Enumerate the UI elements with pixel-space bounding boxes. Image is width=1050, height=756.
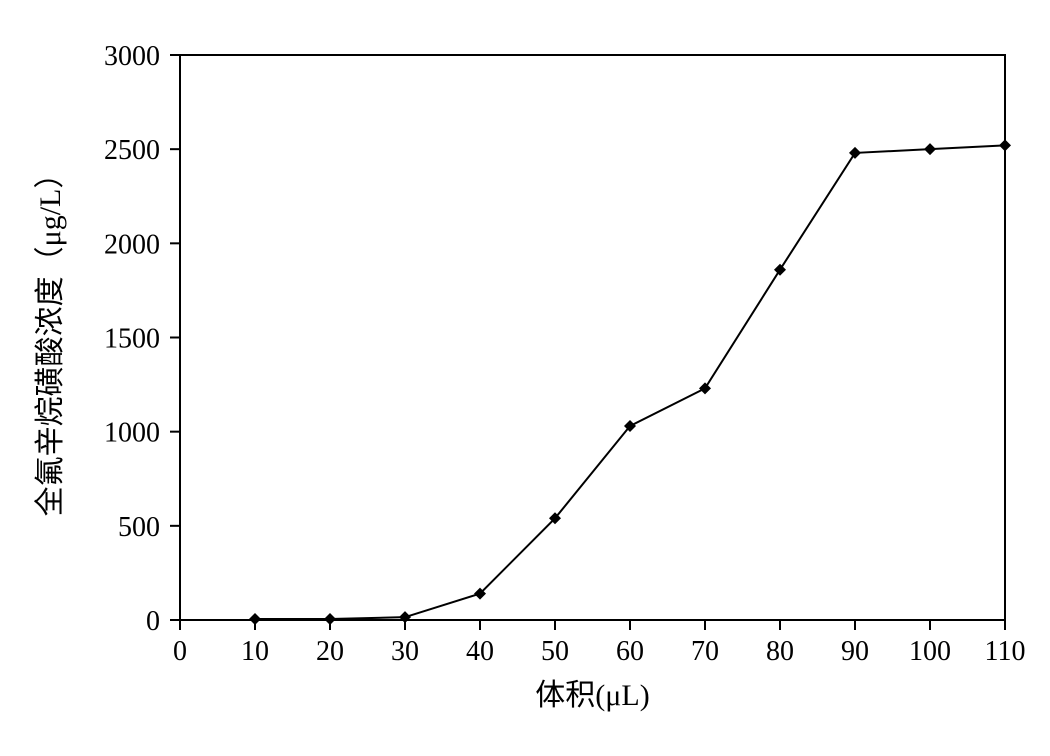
x-tick-label: 40 — [466, 636, 494, 667]
x-tick-label: 80 — [766, 636, 794, 667]
x-tick-label: 70 — [691, 636, 719, 667]
x-tick-label: 60 — [616, 636, 644, 667]
x-tick-label: 50 — [541, 636, 569, 667]
y-tick-label: 3000 — [104, 41, 160, 72]
x-tick-label: 20 — [316, 636, 344, 667]
x-tick-label: 90 — [841, 636, 869, 667]
y-tick-label: 1500 — [104, 324, 160, 355]
y-tick-label: 2500 — [104, 135, 160, 166]
x-axis-label: 体积(μL) — [535, 679, 649, 712]
y-tick-label: 1000 — [104, 418, 160, 449]
y-axis-label: 全氟辛烷磺酸浓度（μg/L） — [34, 159, 67, 517]
chart-svg: 0 10 20 30 40 50 60 70 80 90 100 110 0 500 1000 1500 200… — [0, 0, 1050, 756]
chart-background — [0, 0, 1050, 756]
y-tick-label: 500 — [118, 512, 160, 543]
x-tick-label: 10 — [241, 636, 269, 667]
x-tick-label: 100 — [909, 636, 951, 667]
chart-container: 0 10 20 30 40 50 60 70 80 90 100 110 0 500 1000 1500 200… — [0, 0, 1050, 756]
x-tick-label: 0 — [173, 636, 187, 667]
x-tick-label: 30 — [391, 636, 419, 667]
y-tick-label: 2000 — [104, 229, 160, 260]
x-tick-label: 110 — [985, 636, 1026, 667]
y-tick-label: 0 — [146, 606, 160, 637]
